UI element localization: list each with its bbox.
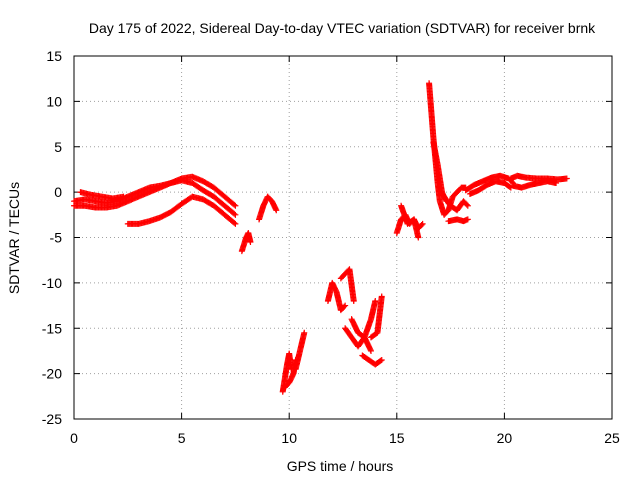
y-tick-label: -25 (42, 411, 62, 427)
data-point (372, 298, 379, 305)
y-tick-label: -10 (42, 275, 62, 291)
series-track-u (445, 216, 471, 225)
series-track-j (324, 279, 349, 314)
data-point (506, 183, 513, 190)
series-track-o (367, 293, 385, 341)
y-axis-label: SDTVAR / TECUs (6, 182, 22, 294)
data-point (378, 293, 385, 300)
series-track-d (124, 193, 239, 227)
data-point (231, 201, 238, 208)
x-tick-label: 5 (178, 430, 186, 446)
y-tick-label: 5 (54, 139, 62, 155)
data-point (418, 222, 425, 229)
x-tick-label: 15 (389, 430, 405, 446)
data-points (71, 80, 570, 395)
data-point (232, 211, 239, 218)
data-point (342, 302, 349, 309)
x-tick-label: 10 (281, 430, 297, 446)
data-point (464, 216, 471, 223)
x-tick-label: 20 (497, 430, 513, 446)
series-track-i (292, 329, 308, 373)
x-axis-label: GPS time / hours (287, 458, 394, 474)
data-point (377, 357, 384, 364)
data-point (553, 180, 560, 187)
data-point (464, 202, 471, 209)
data-point (247, 239, 254, 246)
x-tick-label: 25 (604, 430, 620, 446)
data-point (367, 347, 374, 354)
data-point (341, 303, 348, 310)
data-point (231, 210, 238, 217)
data-point (415, 234, 422, 241)
series-track-b (71, 173, 239, 209)
chart-title: Day 175 of 2022, Sidereal Day-to-day VTE… (89, 20, 596, 36)
data-point (301, 329, 308, 336)
data-point (273, 207, 280, 214)
y-tick-label: 0 (54, 184, 62, 200)
y-tick-label: 10 (46, 93, 62, 109)
data-point (378, 357, 385, 364)
series-track-k (337, 266, 357, 305)
data-point (232, 202, 239, 209)
series-track-e (238, 229, 254, 255)
series-track-t (441, 193, 471, 214)
data-point (563, 175, 570, 182)
grid (74, 56, 612, 419)
y-tick-label: -15 (42, 320, 62, 336)
data-point (463, 201, 470, 208)
x-tick-label: 0 (70, 430, 78, 446)
series-track-c (77, 189, 127, 202)
series-track-w (466, 178, 514, 197)
series-track-v (462, 172, 517, 194)
y-tick-labels: -25 -20 -15 -10 -5 0 5 10 15 (42, 48, 62, 427)
data-point (232, 220, 239, 227)
data-point (350, 298, 357, 305)
series-track-l (342, 298, 379, 350)
data-point (231, 219, 238, 226)
series-track-m (348, 316, 374, 354)
series-track-f (256, 193, 280, 223)
series-track-g (279, 350, 295, 395)
series-track-q (398, 202, 422, 241)
y-tick-label: 15 (46, 48, 62, 64)
y-tick-label: -5 (50, 230, 63, 246)
y-tick-label: -20 (42, 366, 62, 382)
axis-ticks (73, 55, 613, 420)
data-point (120, 193, 127, 200)
x-tick-labels: 0 5 10 15 20 25 (70, 430, 620, 446)
data-point (419, 220, 426, 227)
series-track-y (510, 178, 560, 191)
series-track-n (359, 352, 385, 368)
